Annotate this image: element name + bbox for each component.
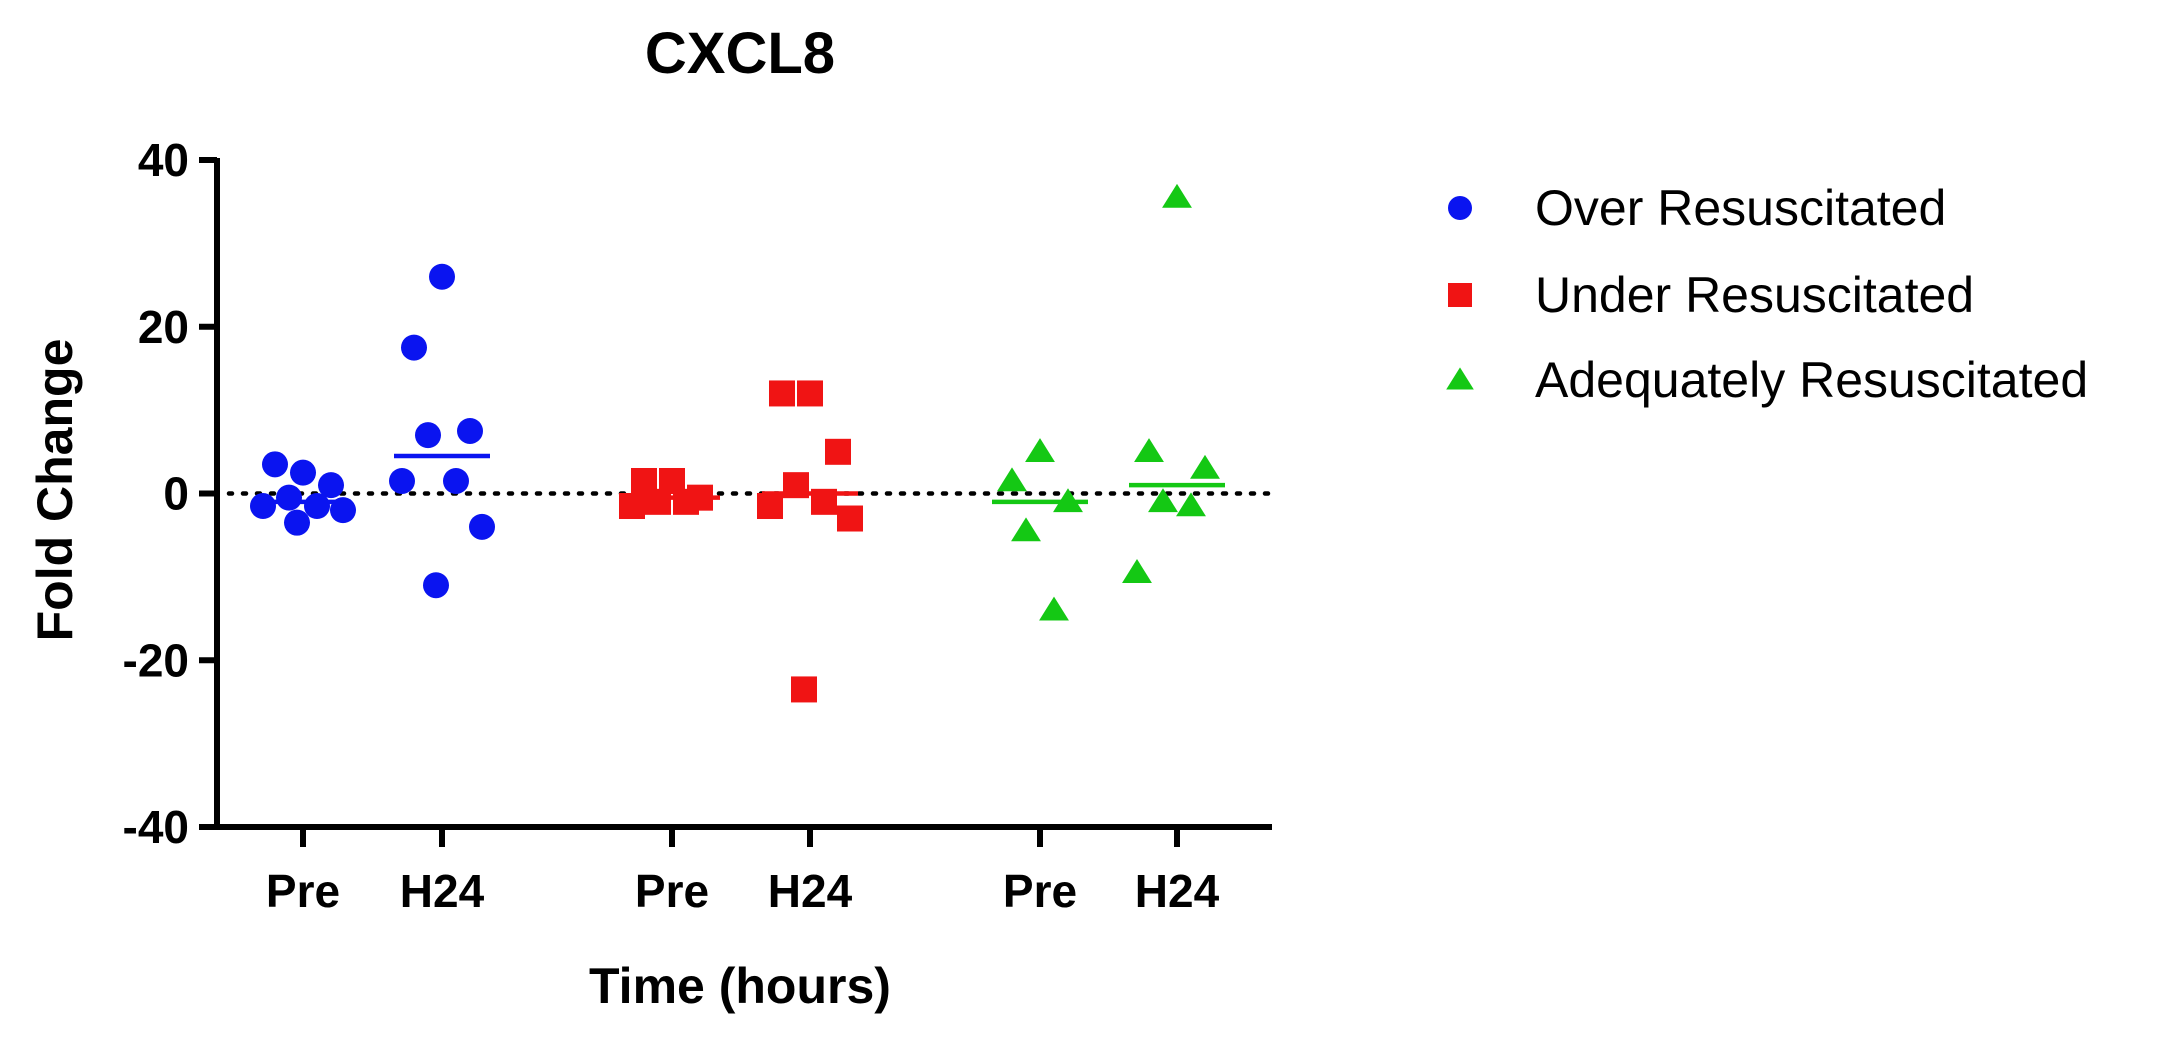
y-tick-label: 0: [163, 468, 189, 520]
x-tick-label: H24: [400, 865, 485, 917]
y-tick-label: 40: [138, 134, 189, 186]
x-tick-label: Pre: [635, 865, 709, 917]
x-axis-title: Time (hours): [589, 958, 891, 1014]
data-point: [791, 676, 817, 703]
legend-label: Under Resuscitated: [1535, 267, 1974, 323]
y-tick-label: -20: [123, 634, 189, 686]
data-point: [457, 417, 483, 444]
x-tick-label: H24: [768, 865, 853, 917]
y-axis-title: Fold Change: [27, 339, 83, 642]
data-points: [250, 183, 1225, 703]
data-point: [304, 493, 330, 520]
data-point: [797, 380, 823, 407]
data-point: [645, 488, 671, 515]
chart-title: CXCL8: [645, 21, 835, 86]
data-point: [837, 505, 863, 532]
data-point: [423, 572, 449, 599]
axes: 40 20 0 -20 -40 Pre H24 Pre H24 Pre H24: [123, 134, 1272, 917]
data-point: [673, 488, 699, 515]
data-point: [1148, 488, 1178, 513]
data-point: [997, 467, 1027, 492]
data-point: [284, 509, 310, 536]
legend: Over Resuscitated Under Resuscitated Adequ…: [1446, 180, 2088, 408]
data-point: [769, 380, 795, 407]
data-point: [389, 467, 415, 494]
data-point: [825, 438, 851, 465]
x-tick-label: H24: [1135, 865, 1220, 917]
legend-label: Adequately Resuscitated: [1535, 352, 2088, 408]
data-point: [443, 467, 469, 494]
data-point: [429, 263, 455, 290]
data-point: [1039, 596, 1069, 621]
x-tick-label: Pre: [1003, 865, 1077, 917]
data-point: [415, 422, 441, 449]
data-point: [276, 484, 302, 511]
data-point: [1025, 438, 1055, 463]
data-point: [401, 334, 427, 361]
legend-marker: [1448, 283, 1472, 307]
data-point: [290, 459, 316, 486]
data-point: [262, 451, 288, 478]
data-point: [757, 493, 783, 520]
y-tick-label: -40: [123, 801, 189, 853]
data-point: [1011, 517, 1041, 542]
legend-marker: [1448, 196, 1472, 220]
data-point: [1122, 559, 1152, 583]
data-point: [1162, 183, 1192, 208]
data-point: [250, 493, 276, 520]
data-point: [1176, 492, 1206, 517]
data-point: [1134, 438, 1164, 463]
data-point: [469, 513, 495, 540]
data-point: [1190, 454, 1220, 479]
y-tick-label: 20: [138, 301, 189, 353]
legend-label: Over Resuscitated: [1535, 180, 1946, 236]
data-point: [318, 472, 344, 499]
legend-marker: [1446, 367, 1474, 390]
x-tick-label: Pre: [266, 865, 340, 917]
